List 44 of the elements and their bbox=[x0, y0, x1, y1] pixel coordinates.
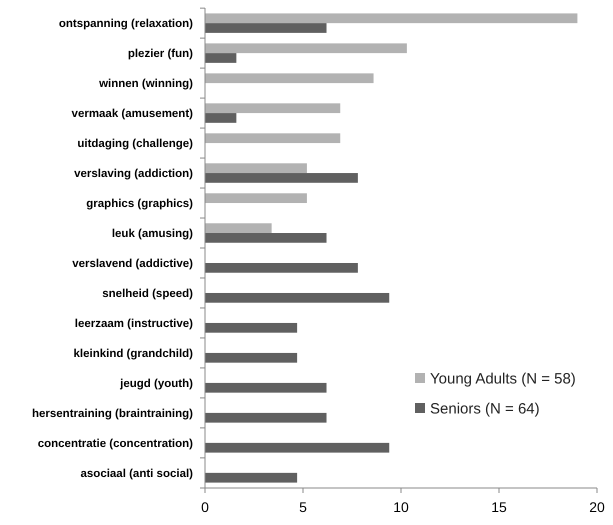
bar bbox=[205, 43, 407, 54]
bar bbox=[205, 113, 236, 123]
bar bbox=[205, 223, 272, 234]
bar bbox=[205, 233, 327, 243]
y-tick-label: winnen (winning) bbox=[98, 78, 194, 90]
bar bbox=[205, 53, 236, 63]
y-tick-label: plezier (fun) bbox=[128, 48, 194, 60]
bar bbox=[205, 382, 327, 393]
bar bbox=[205, 13, 578, 24]
y-tick-label: kleinkind (grandchild) bbox=[74, 348, 194, 360]
legend-label: Seniors (N = 64) bbox=[430, 400, 540, 418]
bar bbox=[205, 292, 390, 303]
bar bbox=[205, 163, 307, 174]
bar bbox=[205, 133, 340, 144]
y-tick-label: hersentraining (braintraining) bbox=[32, 408, 194, 420]
y-tick-label: snelheid (speed) bbox=[102, 288, 194, 300]
y-tick-label: leerzaam (instructive) bbox=[74, 318, 194, 330]
bar bbox=[205, 193, 307, 204]
y-tick-label: graphics (graphics) bbox=[86, 198, 194, 210]
y-tick-label: verslaving (addiction) bbox=[74, 168, 194, 180]
bar bbox=[205, 173, 358, 183]
legend-label: Young Adults (N = 58) bbox=[430, 370, 576, 388]
y-tick-label: ontspanning (relaxation) bbox=[58, 18, 194, 30]
bar bbox=[205, 23, 327, 33]
bar bbox=[205, 472, 298, 483]
y-tick-label: concentratie (concentration) bbox=[38, 438, 194, 450]
bar bbox=[205, 103, 340, 114]
bar bbox=[205, 352, 298, 363]
x-tick-label: 15 bbox=[491, 499, 507, 515]
bar bbox=[205, 73, 374, 84]
x-tick-label: 20 bbox=[589, 499, 605, 515]
bar bbox=[205, 262, 358, 273]
y-tick-label: jeugd (youth) bbox=[119, 378, 194, 390]
x-tick-label: 5 bbox=[299, 499, 308, 515]
x-tick-label: 0 bbox=[201, 499, 210, 515]
y-tick-label: leuk (amusing) bbox=[112, 228, 194, 240]
bar bbox=[205, 412, 327, 423]
y-tick-label: uitdaging (challenge) bbox=[77, 138, 194, 150]
y-tick-label: verslavend (addictive) bbox=[72, 258, 194, 270]
bar bbox=[205, 322, 298, 333]
x-tick-label: 10 bbox=[393, 499, 409, 515]
y-tick-label: vermaak (amusement) bbox=[72, 108, 194, 120]
y-tick-label: asociaal (anti social) bbox=[80, 468, 194, 480]
bar bbox=[205, 442, 390, 453]
